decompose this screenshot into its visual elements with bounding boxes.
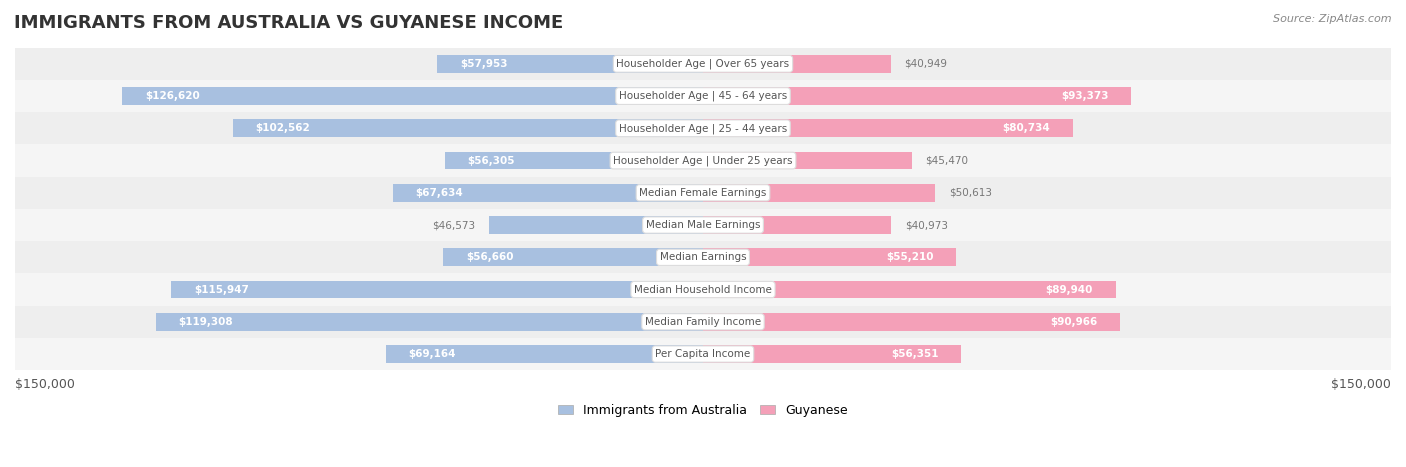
Text: Householder Age | 45 - 64 years: Householder Age | 45 - 64 years xyxy=(619,91,787,101)
Text: $45,470: $45,470 xyxy=(925,156,969,166)
Bar xyxy=(443,248,703,266)
Bar xyxy=(15,274,1391,306)
Text: $57,953: $57,953 xyxy=(460,59,508,69)
Bar xyxy=(15,177,1391,209)
Text: $50,613: $50,613 xyxy=(949,188,991,198)
Bar xyxy=(703,87,1132,105)
Bar xyxy=(703,281,1115,298)
Bar xyxy=(444,152,703,170)
Text: Per Capita Income: Per Capita Income xyxy=(655,349,751,359)
Text: $56,351: $56,351 xyxy=(891,349,939,359)
Text: $55,210: $55,210 xyxy=(886,252,934,262)
Text: Median Family Income: Median Family Income xyxy=(645,317,761,327)
Bar xyxy=(385,345,703,363)
Text: $150,000: $150,000 xyxy=(1331,378,1391,391)
Bar xyxy=(15,241,1391,274)
Text: $46,573: $46,573 xyxy=(433,220,475,230)
Bar xyxy=(156,313,703,331)
Text: $126,620: $126,620 xyxy=(145,91,200,101)
Text: $89,940: $89,940 xyxy=(1045,284,1092,295)
Text: Median Household Income: Median Household Income xyxy=(634,284,772,295)
Text: Median Earnings: Median Earnings xyxy=(659,252,747,262)
Legend: Immigrants from Australia, Guyanese: Immigrants from Australia, Guyanese xyxy=(554,399,852,422)
Bar xyxy=(122,87,703,105)
Text: $56,305: $56,305 xyxy=(468,156,515,166)
Text: $80,734: $80,734 xyxy=(1002,123,1050,133)
Bar xyxy=(437,55,703,73)
Text: Householder Age | 25 - 44 years: Householder Age | 25 - 44 years xyxy=(619,123,787,134)
Bar xyxy=(703,248,956,266)
Bar xyxy=(703,184,935,202)
Bar xyxy=(703,120,1073,137)
Bar xyxy=(15,112,1391,144)
Bar xyxy=(15,48,1391,80)
Text: $40,949: $40,949 xyxy=(904,59,948,69)
Text: $56,660: $56,660 xyxy=(465,252,513,262)
Text: $90,966: $90,966 xyxy=(1050,317,1097,327)
Bar xyxy=(392,184,703,202)
Bar xyxy=(15,144,1391,177)
Text: IMMIGRANTS FROM AUSTRALIA VS GUYANESE INCOME: IMMIGRANTS FROM AUSTRALIA VS GUYANESE IN… xyxy=(14,14,564,32)
Text: Householder Age | Under 25 years: Householder Age | Under 25 years xyxy=(613,156,793,166)
Text: $102,562: $102,562 xyxy=(256,123,311,133)
Bar xyxy=(172,281,703,298)
Text: Source: ZipAtlas.com: Source: ZipAtlas.com xyxy=(1274,14,1392,24)
Text: $67,634: $67,634 xyxy=(416,188,464,198)
Bar xyxy=(703,345,962,363)
Text: $93,373: $93,373 xyxy=(1062,91,1108,101)
Bar xyxy=(15,80,1391,112)
Text: Median Male Earnings: Median Male Earnings xyxy=(645,220,761,230)
Bar xyxy=(703,313,1121,331)
Text: $119,308: $119,308 xyxy=(179,317,233,327)
Bar xyxy=(15,306,1391,338)
Bar xyxy=(15,338,1391,370)
Bar xyxy=(703,152,911,170)
Bar xyxy=(703,55,891,73)
Text: $40,973: $40,973 xyxy=(904,220,948,230)
Text: Householder Age | Over 65 years: Householder Age | Over 65 years xyxy=(616,58,790,69)
Bar xyxy=(489,216,703,234)
Bar xyxy=(15,209,1391,241)
Bar xyxy=(703,216,891,234)
Text: Median Female Earnings: Median Female Earnings xyxy=(640,188,766,198)
Text: $115,947: $115,947 xyxy=(194,284,249,295)
Text: $150,000: $150,000 xyxy=(15,378,75,391)
Bar xyxy=(232,120,703,137)
Text: $69,164: $69,164 xyxy=(409,349,456,359)
